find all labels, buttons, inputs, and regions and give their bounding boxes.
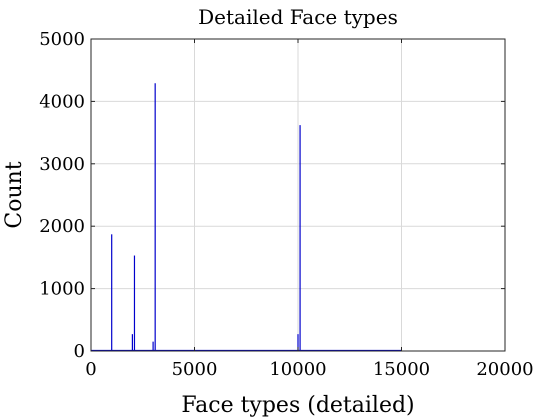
tick-marks <box>90 38 506 352</box>
x-tick-label: 15000 <box>373 359 430 380</box>
data-series <box>111 83 301 351</box>
x-tick-label: 5000 <box>172 359 218 380</box>
y-tick-labels: 0 1000 2000 3000 4000 5000 <box>39 29 85 362</box>
y-tick-label: 0 <box>74 341 85 362</box>
y-tick-label: 5000 <box>39 29 85 50</box>
x-tick-label: 10000 <box>269 359 326 380</box>
chart-title: Detailed Face types <box>198 5 398 29</box>
y-tick-label: 4000 <box>39 91 85 112</box>
y-tick-label: 2000 <box>39 216 85 237</box>
y-tick-label: 3000 <box>39 154 85 175</box>
grid <box>90 38 506 352</box>
x-tick-labels: 0 5000 10000 15000 20000 <box>85 359 533 380</box>
x-tick-label: 0 <box>85 359 96 380</box>
y-axis-label: Count <box>2 161 27 228</box>
x-axis-label: Face types (detailed) <box>181 393 414 418</box>
y-tick-label: 1000 <box>39 279 85 300</box>
x-tick-label: 20000 <box>476 359 533 380</box>
